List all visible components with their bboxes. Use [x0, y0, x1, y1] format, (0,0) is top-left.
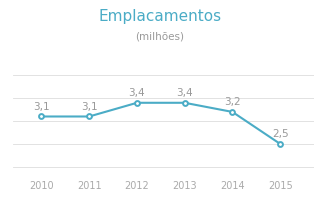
Text: 3,1: 3,1 [33, 101, 50, 111]
Text: (milhões): (milhões) [135, 31, 185, 41]
Text: 3,4: 3,4 [129, 87, 145, 97]
Text: 3,2: 3,2 [224, 97, 241, 106]
Text: Emplacamentos: Emplacamentos [99, 9, 221, 24]
Text: 3,4: 3,4 [176, 87, 193, 97]
Text: 3,1: 3,1 [81, 101, 98, 111]
Text: 2,5: 2,5 [272, 128, 289, 138]
